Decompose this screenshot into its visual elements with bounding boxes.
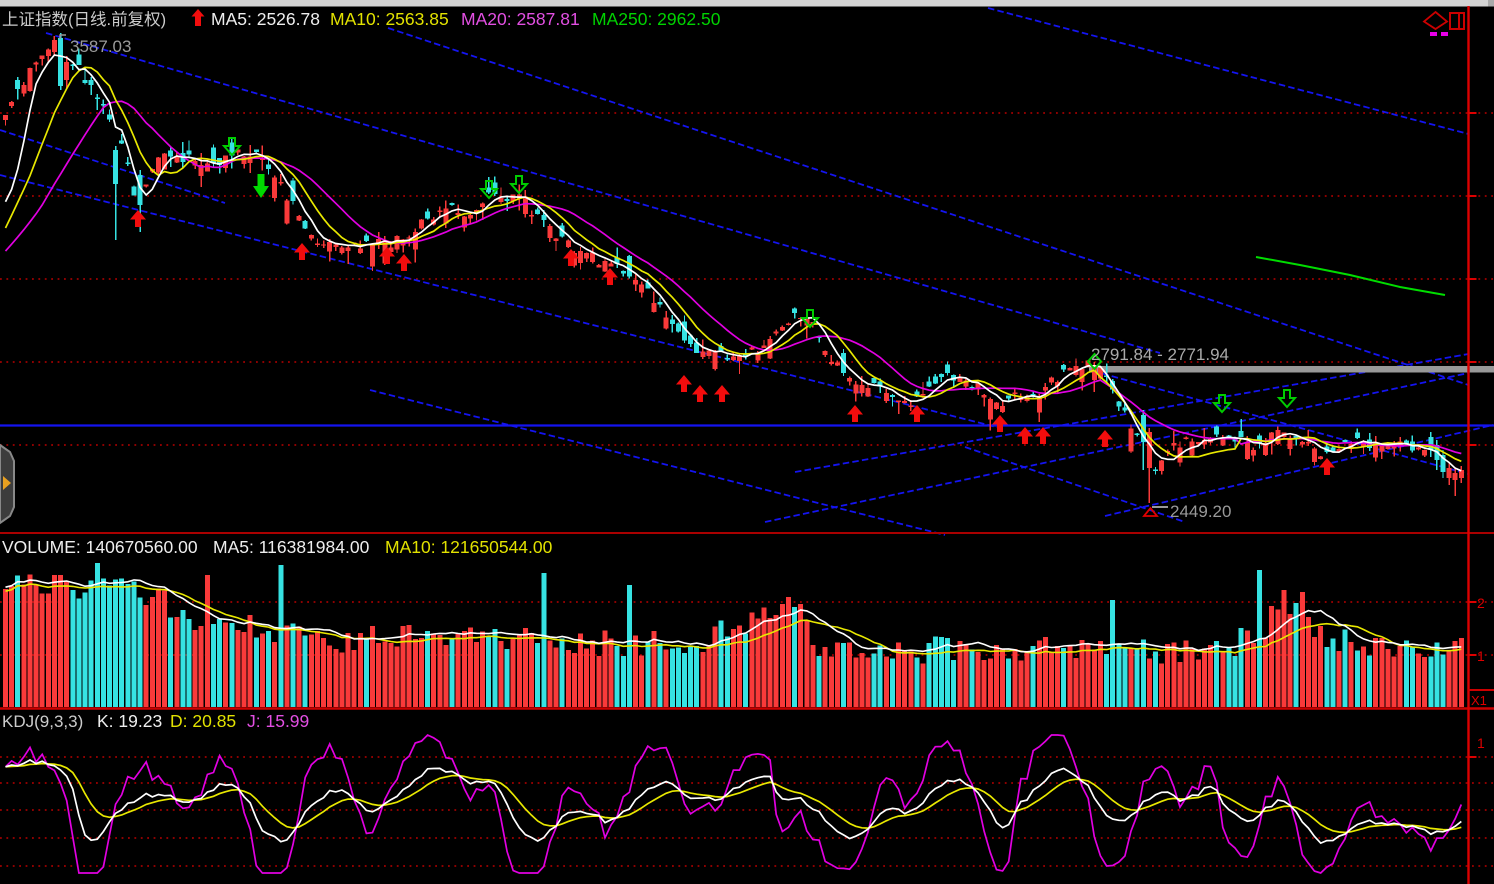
svg-text:MA5: 2526.78: MA5: 2526.78 — [211, 9, 320, 29]
svg-text:D: 20.85: D: 20.85 — [170, 711, 236, 731]
svg-text:1: 1 — [1477, 648, 1485, 664]
svg-text:上证指数(日线.前复权): 上证指数(日线.前复权) — [2, 10, 166, 29]
svg-text:MA250: 2962.50: MA250: 2962.50 — [592, 9, 721, 29]
svg-text:3587.03: 3587.03 — [70, 37, 131, 56]
svg-text:KDJ(9,3,3): KDJ(9,3,3) — [2, 712, 83, 731]
svg-text:K: 19.23: K: 19.23 — [97, 711, 162, 731]
svg-text:J: 15.99: J: 15.99 — [247, 711, 309, 731]
svg-text:MA10: 121650544.00: MA10: 121650544.00 — [385, 537, 553, 557]
svg-text:X1: X1 — [1471, 693, 1487, 708]
svg-text:1: 1 — [1477, 735, 1485, 751]
svg-text:VOLUME: 140670560.00: VOLUME: 140670560.00 — [2, 537, 198, 557]
svg-text:2449.20: 2449.20 — [1170, 502, 1231, 521]
svg-text:2: 2 — [1477, 595, 1485, 611]
svg-text:MA20: 2587.81: MA20: 2587.81 — [461, 9, 580, 29]
svg-text:MA5: 116381984.00: MA5: 116381984.00 — [213, 537, 370, 557]
svg-text:MA10: 2563.85: MA10: 2563.85 — [330, 9, 449, 29]
svg-text:2791.84 - 2771.94: 2791.84 - 2771.94 — [1091, 345, 1229, 364]
